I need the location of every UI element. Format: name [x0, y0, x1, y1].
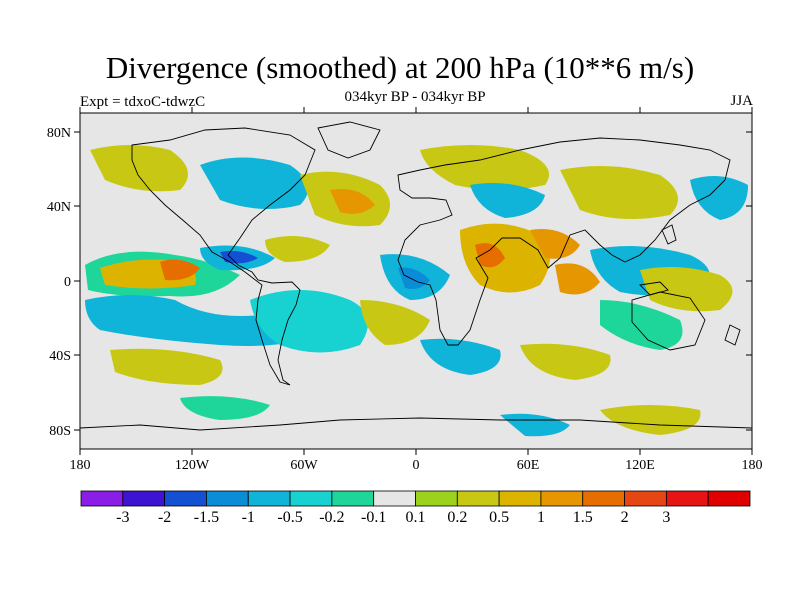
longitude-axis: 180 120W 60W 0 60E 120E 180 — [70, 107, 763, 473]
colorbar-label: -1 — [242, 509, 255, 526]
colorbar-swatch — [498, 490, 542, 507]
colorbar-label: 0.5 — [489, 509, 509, 526]
lon-tick-label: 180 — [70, 458, 91, 473]
divergence-field — [80, 121, 752, 437]
colorbar-swatch — [164, 490, 207, 507]
lon-tick-label: 120W — [175, 458, 210, 473]
colorbar-label: -0.2 — [319, 509, 344, 526]
lon-tick-label: 0 — [413, 458, 420, 473]
colorbar-swatch — [415, 490, 458, 507]
colorbar-swatch — [289, 490, 333, 507]
time-range-subtitle: 034kyr BP - 034kyr BP — [344, 89, 486, 105]
colorbar-labels: -3 -2 -1.5 -1 -0.5 -0.2 -0.1 0.1 0.2 0.5 1 1.5 2 3 — [116, 509, 670, 526]
lat-tick-label: 80N — [47, 126, 71, 141]
colorbar-label: -3 — [116, 509, 129, 526]
colorbar-swatch — [80, 490, 124, 507]
lat-tick-label: 80S — [49, 424, 71, 439]
colorbar-swatch — [331, 490, 375, 507]
colorbar-swatch — [665, 490, 709, 507]
lon-tick-label: 120E — [625, 458, 655, 473]
colorbar-label: 3 — [662, 509, 670, 526]
colorbar-swatch — [122, 490, 166, 507]
colorbar-swatch — [707, 490, 751, 507]
colorbar-label: -2 — [158, 509, 171, 526]
colorbar-label: 1.5 — [573, 509, 593, 526]
lon-tick-label: 60E — [517, 458, 540, 473]
colorbar-swatch — [247, 490, 291, 507]
colorbar-label: -1.5 — [194, 509, 219, 526]
season-subtitle: JJA — [730, 93, 753, 109]
colorbar-swatch — [206, 490, 249, 507]
colorbar-label: 1 — [537, 509, 545, 526]
colorbar-label: 2 — [621, 509, 629, 526]
colorbar-swatch — [373, 490, 416, 507]
lon-tick-label: 60W — [290, 458, 318, 473]
colorbar-swatch — [540, 490, 584, 507]
lat-tick-label: 0 — [64, 275, 71, 290]
colorbar-swatch — [582, 490, 625, 507]
latitude-axis: 80N 40N 0 40S 80S — [47, 126, 752, 439]
lat-tick-label: 40N — [47, 200, 71, 215]
colorbar-label: 0.1 — [406, 509, 426, 526]
divergence-contour-patches — [85, 145, 748, 437]
colorbar-label: -0.5 — [277, 509, 302, 526]
chart-title: Divergence (smoothed) at 200 hPa (10**6 … — [105, 50, 695, 85]
coastlines — [80, 121, 752, 431]
colorbar-swatch — [456, 490, 500, 507]
colorbar-label: -0.1 — [361, 509, 386, 526]
colorbar-label: 0.2 — [447, 509, 467, 526]
colorbar-swatch — [624, 490, 667, 507]
lon-tick-label: 180 — [742, 458, 763, 473]
colorbar — [80, 490, 751, 507]
experiment-subtitle: Expt = tdxoC-tdwzC — [80, 94, 206, 110]
lat-tick-label: 40S — [49, 349, 71, 364]
